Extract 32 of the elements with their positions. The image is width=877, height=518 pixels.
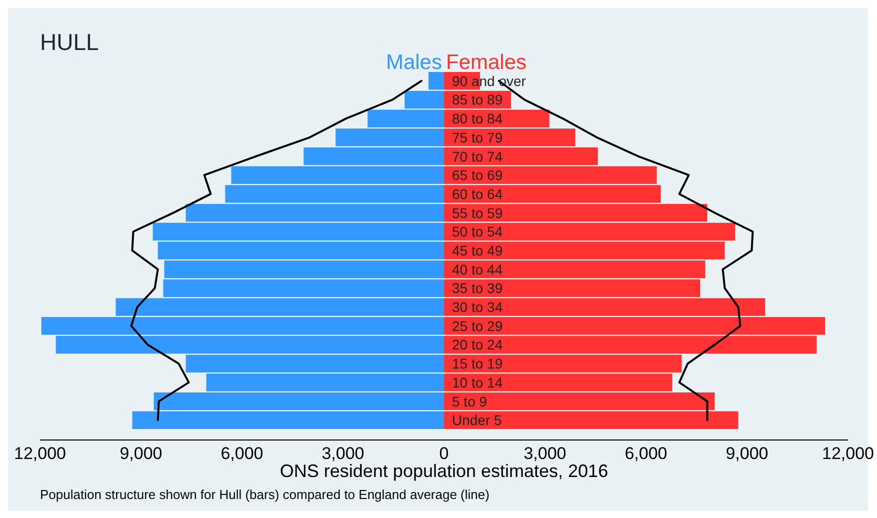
x-tick-label: 9,000 bbox=[726, 444, 768, 463]
y-tick-label: 85 to 89 bbox=[452, 92, 503, 108]
text: Population structure shown for Hull (bars) compared to England average (line) bbox=[40, 487, 490, 502]
series-label: Females bbox=[446, 51, 527, 74]
y-tick-label: 20 to 24 bbox=[452, 336, 503, 353]
y-tick-label: 80 to 84 bbox=[452, 110, 503, 127]
series-label: Males bbox=[386, 51, 442, 74]
y-tick-label: 75 to 79 bbox=[452, 129, 503, 146]
x-tick-label: 3,000 bbox=[524, 444, 566, 463]
x-tick-label: 9,000 bbox=[120, 444, 162, 463]
y-tick-label: Under 5 bbox=[452, 412, 502, 428]
y-tick-label: 35 to 39 bbox=[452, 280, 503, 296]
y-tick-label: 55 to 59 bbox=[452, 204, 503, 221]
x-tick-label: 3,000 bbox=[322, 444, 364, 463]
y-tick-label: 25 to 29 bbox=[452, 318, 503, 334]
y-tick-label: 70 to 74 bbox=[452, 148, 503, 164]
x-axis-title: ONS resident population estimates, 2016 bbox=[280, 461, 608, 481]
x-tick-label: 0 bbox=[439, 444, 449, 463]
x-tick-label: 6,000 bbox=[624, 444, 668, 463]
y-tick-label: 40 to 44 bbox=[452, 261, 503, 278]
y-tick-label: 10 to 14 bbox=[452, 374, 503, 390]
y-tick-label: 65 to 69 bbox=[452, 167, 503, 184]
chart-title: HULL bbox=[40, 29, 100, 55]
y-tick-label: 15 to 19 bbox=[452, 356, 503, 372]
x-tick-label: 12,000 bbox=[14, 444, 66, 463]
y-tick-label: 50 to 54 bbox=[452, 224, 503, 240]
y-tick-label: 5 to 9 bbox=[452, 393, 488, 410]
y-tick-label: 45 to 49 bbox=[452, 242, 503, 258]
x-tick-label: 12,000 bbox=[822, 444, 874, 463]
x-tick-label: 6,000 bbox=[220, 444, 264, 463]
y-tick-label: 30 to 34 bbox=[452, 299, 503, 316]
y-tick-label: 60 to 64 bbox=[452, 186, 503, 202]
